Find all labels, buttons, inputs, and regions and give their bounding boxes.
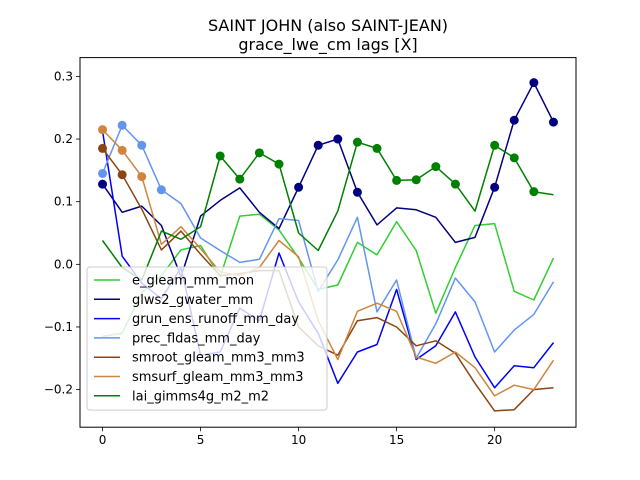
legend-label: glws2_gwater_mm: [132, 293, 253, 308]
data-point-lai_gimms4g_m2_m2: [509, 153, 519, 163]
data-point-glws2_gwater_mm: [548, 117, 558, 127]
legend-label: grun_ens_runoff_mm_day: [132, 312, 299, 327]
data-point-glws2_gwater_mm: [490, 182, 500, 192]
y-tick-label: 0.0: [54, 257, 73, 271]
series-line-lai_gimms4g_m2_m2: [101, 141, 554, 281]
y-tick-label: −0.1: [44, 320, 73, 334]
data-point-glws2_gwater_mm: [294, 182, 304, 192]
data-point-glws2_gwater_mm: [529, 78, 539, 88]
x-tick-label: 0: [99, 433, 107, 447]
data-point-lai_gimms4g_m2_m2: [254, 148, 264, 158]
data-point-smroot_gleam_mm3_mm3: [117, 170, 127, 180]
x-tick-label: 5: [197, 433, 205, 447]
data-point-lai_gimms4g_m2_m2: [372, 143, 382, 153]
series-layer: [98, 78, 558, 412]
data-point-lai_gimms4g_m2_m2: [352, 137, 362, 147]
y-tick-label: 0.2: [54, 132, 73, 146]
chart-subtitle: grace_lwe_cm lags [X]: [238, 35, 417, 55]
legend-label: prec_fldas_mm_day: [132, 331, 261, 346]
y-tick-label: −0.2: [44, 383, 73, 397]
data-point-smroot_gleam_mm3_mm3: [98, 143, 108, 153]
legend-label: smsurf_gleam_mm3_mm3: [132, 370, 304, 385]
series-line-glws2_gwater_mm: [101, 81, 555, 278]
x-tick-label: 15: [389, 433, 404, 447]
series-line-smsurf_gleam_mm3_mm3: [101, 129, 555, 397]
x-tick-label: 20: [487, 433, 502, 447]
chart-title: SAINT JOHN (also SAINT-JEAN): [208, 16, 448, 35]
data-point-lai_gimms4g_m2_m2: [411, 175, 421, 185]
data-point-glws2_gwater_mm: [509, 115, 519, 125]
series-line-smroot_gleam_mm3_mm3: [101, 147, 554, 412]
data-point-lai_gimms4g_m2_m2: [235, 174, 245, 184]
y-axis: −0.2 −0.1 0.0 0.1 0.2 0.3: [44, 69, 80, 397]
data-point-smsurf_gleam_mm3_mm3: [137, 172, 147, 182]
data-point-lai_gimms4g_m2_m2: [392, 175, 402, 185]
data-point-glws2_gwater_mm: [352, 187, 362, 197]
data-point-lai_gimms4g_m2_m2: [529, 187, 539, 197]
x-tick-label: 10: [291, 433, 306, 447]
data-point-prec_fldas_mm_day: [156, 185, 166, 195]
data-point-lai_gimms4g_m2_m2: [274, 159, 284, 169]
data-point-prec_fldas_mm_day: [117, 120, 127, 130]
data-point-lai_gimms4g_m2_m2: [490, 140, 500, 150]
data-point-glws2_gwater_mm: [98, 179, 108, 189]
y-tick-label: 0.3: [54, 69, 73, 83]
legend-label: e_gleam_mm_mon: [132, 274, 254, 289]
legend-label: lai_gimms4g_m2_m2: [132, 389, 269, 404]
legend: e_gleam_mm_mon glws2_gwater_mm grun_ens_ru…: [86, 266, 328, 411]
data-point-lai_gimms4g_m2_m2: [215, 151, 225, 161]
data-point-prec_fldas_mm_day: [98, 168, 108, 178]
data-point-lai_gimms4g_m2_m2: [431, 162, 441, 172]
data-point-lai_gimms4g_m2_m2: [450, 179, 460, 189]
series-line-e_gleam_mm_mon: [102, 213, 555, 338]
data-point-smsurf_gleam_mm3_mm3: [117, 145, 127, 155]
series-line-prec_fldas_mm_day: [101, 124, 555, 360]
legend-label: smroot_gleam_mm3_mm3: [132, 351, 305, 366]
data-point-prec_fldas_mm_day: [137, 140, 147, 150]
y-tick-label: 0.1: [54, 195, 73, 209]
x-axis: 0 5 10 15 20: [99, 427, 502, 447]
plot-frame: [79, 57, 577, 428]
data-point-smsurf_gleam_mm3_mm3: [98, 125, 108, 135]
data-point-glws2_gwater_mm: [313, 140, 323, 150]
data-point-glws2_gwater_mm: [333, 134, 343, 144]
legend-box: [86, 266, 328, 411]
